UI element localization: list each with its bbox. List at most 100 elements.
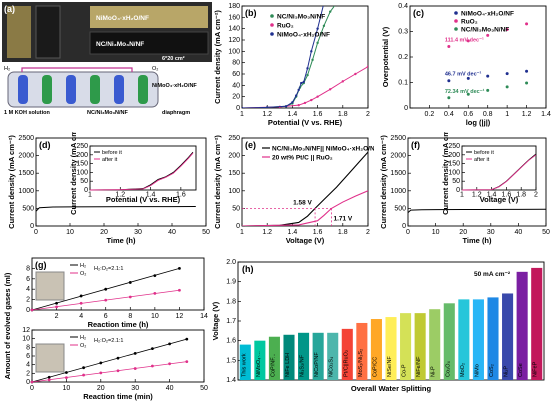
chart-h-bar-label: Co₃O₄ [445, 360, 451, 377]
chart-g-bottom-series-2-point [65, 376, 68, 380]
chart-f-inset-legend-label: after it [474, 157, 490, 163]
chart-e-x-tick-label: 1.8 [338, 229, 348, 236]
chart-b-y-tick-label: 40 [232, 82, 240, 89]
chart-g-bottom-y-tick-label: 8 [26, 344, 30, 351]
chart-f-series-1 [407, 208, 547, 213]
chart-b-series-2-point [297, 103, 300, 107]
chart-h-y-tick-label: 1.6 [226, 338, 236, 345]
chart-e-svg: 1 1.2 1.4 1.6 1.8 2 0 50 100 150 200 250 Voltage (V)… [213, 135, 374, 245]
chart-h-y-tick-label: 1.4 [226, 377, 236, 384]
chart-c-x-tick-label: 0.6 [463, 111, 473, 118]
chart-b-series-3-point [291, 101, 294, 104]
chart-b-x-tick-label: 1.4 [288, 111, 298, 118]
chart-g-bottom-series-1-point [82, 366, 85, 370]
chart-b-legend-label: RuO₂ [277, 23, 294, 30]
chart-b-panel-letter: (b) [245, 8, 257, 18]
chart-h-x-axis-label: Overall Water Splitting [351, 384, 432, 393]
chart-g-bottom-series-1-point [116, 356, 120, 360]
chart-f-y-axis-label: Current density (mA cm⁻²) [379, 135, 388, 229]
chart-g-bottom-series-2-point [99, 371, 103, 375]
chart-b-series-3-point [310, 50, 313, 53]
chart-f-inset-x-tick-label: 1.2 [472, 192, 482, 199]
chart-g-top-series-1-point [79, 294, 83, 298]
chart-b: 1 1.2 1.4 1.6 1.8 2 0 20 40 60 80 100 120 140 160 180 Po… [212, 0, 374, 132]
chart-h-bar-label: Ni₃S₂/NF [300, 354, 306, 377]
chart-b-y-tick-label: 100 [228, 48, 240, 55]
chart-f-x-tick-label: 40 [515, 229, 523, 236]
electrode-right-2 [90, 75, 100, 104]
chart-e-annotation-1: 1.58 V [293, 199, 312, 206]
chart-e-y-tick-label: 100 [228, 188, 240, 195]
chart-g-top-series-2-point [153, 291, 157, 295]
chart-h-bar-label: NiSe/NF [387, 356, 393, 377]
chart-g-top-y-tick-label: 8 [26, 265, 30, 272]
chart-f-inset-x-tick-label: 1.4 [487, 192, 497, 199]
chart-e: 1 1.2 1.4 1.6 1.8 2 0 50 100 150 200 250 Voltage (V)… [212, 132, 374, 250]
chart-c-x-tick-label: 1.4 [541, 111, 551, 118]
chart-c-x-tick-label: 0.2 [425, 111, 435, 118]
chart-e-x-tick-label: 1.2 [262, 229, 272, 236]
chart-h-bar-label: MoO₂ [460, 363, 466, 377]
chart-b-series-3-point [323, 2, 325, 4]
chart-e-y-tick-label: 250 [228, 135, 240, 142]
gas-collector [21, 67, 133, 72]
chart-g-top-x-axis-label: Reaction time (h) [88, 320, 149, 329]
chart-h-bar [370, 319, 382, 380]
chart-f-y-tick-label: 2500 [390, 135, 406, 142]
electrode-left-1 [18, 75, 28, 104]
chart-d-x-tick-label: 40 [168, 229, 176, 236]
electrolyzer-schematic [7, 71, 159, 108]
chart-h-bar-label: CoP/NF... [270, 353, 276, 377]
chart-f-inset-y-tick-label: 0 [456, 187, 460, 194]
plot-area [242, 151, 368, 226]
photo-label-nimoo4: NiMoO₄·xH₂O/NF [96, 15, 149, 22]
chart-g-top-inset-photo [35, 271, 65, 301]
chart-c-y-tick-label: 0.4 [398, 3, 408, 10]
chart-g-top-x-tick-label: 4 [79, 313, 83, 320]
chart-c-series-3-point [525, 81, 529, 85]
chart-b-x-tick-label: 1.6 [313, 111, 323, 118]
chart-g-top-series-2-point [30, 308, 34, 312]
chart-d-x-tick-label: 0 [34, 229, 38, 236]
chart-b-series-2-point [341, 80, 344, 83]
chart-h-bar-label: Pt/C||RuO₂ [343, 350, 349, 377]
chart-g-bottom-y-tick-label: 4 [26, 362, 30, 369]
electrode-right-1 [42, 75, 52, 104]
chart-g-bottom-series-1-point [185, 337, 189, 341]
chart-b-series-3-point [297, 88, 300, 92]
chart-b-y-tick-label: 80 [232, 60, 240, 67]
chart-g-bottom-y-tick-label: 6 [26, 353, 30, 360]
chart-g-top-x-tick-label: 8 [128, 313, 132, 320]
chart-c-svg: 0.2 0.4 0.6 0.8 1 1.2 1.4 0 0.1 0.2 0.3 0.4 log (|j|… [381, 3, 551, 127]
chart-d-x-tick-label: 10 [66, 229, 74, 236]
electrode-left-3 [114, 75, 124, 104]
chart-b-series-3-point [300, 81, 303, 85]
chart-d-y-tick-label: 1500 [18, 170, 34, 177]
chart-d-inset-y-tick-label: 150 [76, 161, 88, 168]
chart-c-series-1-point [525, 69, 529, 73]
chart-d-inset-series-2 [89, 152, 194, 191]
chart-e-panel-letter: (e) [245, 140, 256, 150]
chart-c-series-3-point [466, 92, 470, 96]
chart-g-bottom-y-tick-label: 2 [26, 370, 30, 377]
chart-f-inset-legend-label: before it [474, 150, 494, 156]
chart-d-y-tick-label: 2500 [18, 135, 34, 142]
chart-g-bottom-y-tick-label: 0 [26, 379, 30, 386]
chart-f-inset-y-tick-label: 150 [448, 161, 460, 168]
chart-f-inset-x-tick-label: 2 [534, 192, 538, 199]
chart-c-series-3-point [505, 85, 509, 89]
chart-h-y-tick-label: 1.7 [226, 318, 236, 325]
chart-g: 2 4 6 8 10 12 14 0 2 4 6 8 Reaction time (h) (g) 0 10 20… [2, 254, 208, 402]
chart-d-x-axis-label: Time (h) [106, 236, 136, 245]
chart-b-y-tick-label: 180 [228, 3, 240, 10]
chart-h-bar-label: CoS₂ [489, 364, 495, 377]
chart-c-legend-label: NC/Ni₃Mo₃N/NF [461, 27, 509, 34]
chart-h-bar [312, 332, 324, 380]
chart-f-y-tick-label: 1000 [390, 188, 406, 195]
chart-d-y-tick-label: 0 [30, 223, 34, 230]
chart-g-top-x-tick-label: 14 [200, 313, 208, 320]
chart-f-y-tick-label: 500 [394, 205, 406, 212]
chart-g-bottom-fit-line [31, 361, 187, 383]
